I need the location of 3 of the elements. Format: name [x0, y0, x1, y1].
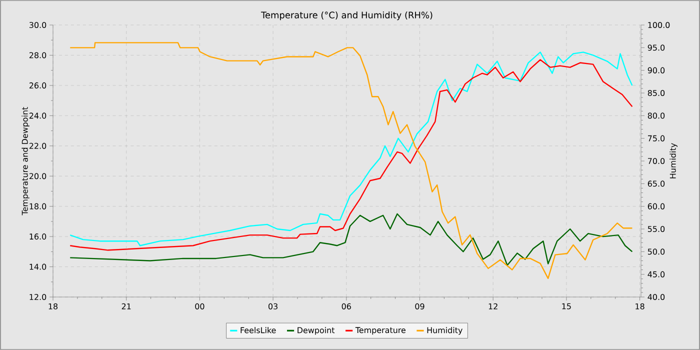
line-series — [70, 213, 633, 266]
line-series — [70, 42, 633, 280]
chart-title: Temperature (°C) and Humidity (RH%) — [260, 11, 432, 20]
